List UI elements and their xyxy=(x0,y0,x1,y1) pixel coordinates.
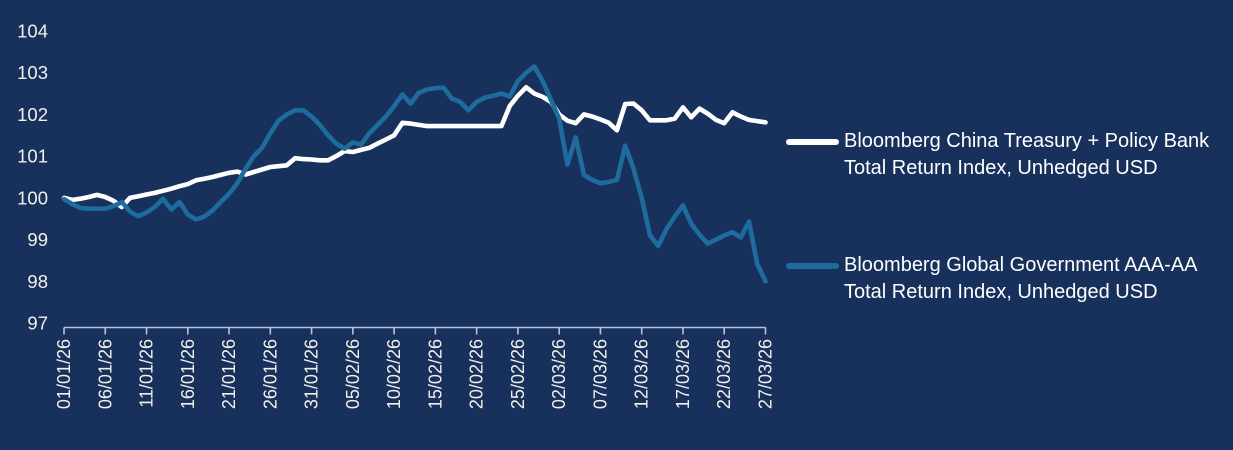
global-government-line xyxy=(61,64,768,284)
x-tick-label: 16/01/26 xyxy=(178,339,198,409)
x-tick-label: 31/01/26 xyxy=(302,339,322,409)
y-tick-label: 102 xyxy=(17,104,48,125)
y-tick-label: 99 xyxy=(27,229,48,250)
legend-label-line: Total Return Index, Unhedged USD xyxy=(844,281,1158,303)
x-tick-label: 17/03/26 xyxy=(673,339,693,409)
x-tick-label: 12/03/26 xyxy=(632,339,652,409)
china-treasury-line xyxy=(61,85,768,210)
legend-item-global-government: Bloomberg Global Government AAA-AA Total… xyxy=(786,252,1198,306)
y-tick-label: 104 xyxy=(17,21,48,42)
white-line-swatch xyxy=(786,139,839,145)
x-tick-label: 11/01/26 xyxy=(137,339,157,408)
legend-label-line: Total Return Index, Unhedged USD xyxy=(844,157,1158,179)
y-tick-label: 101 xyxy=(17,146,48,167)
x-tick-label: 26/01/26 xyxy=(260,339,280,409)
y-tick-label: 100 xyxy=(17,187,48,208)
x-tick-label: 02/03/26 xyxy=(549,339,569,409)
x-tick-label: 27/03/26 xyxy=(756,339,776,409)
blue-line-swatch xyxy=(786,263,839,269)
x-tick-label: 25/02/26 xyxy=(508,339,528,409)
x-tick-label: 07/03/26 xyxy=(590,339,610,409)
y-tick-label: 103 xyxy=(17,62,48,83)
legend-item-china-treasury: Bloomberg China Treasury + Policy Bank T… xyxy=(786,128,1209,182)
legend-label-line: Bloomberg Global Government AAA-AA xyxy=(844,254,1198,276)
x-tick-label: 22/03/26 xyxy=(714,339,734,409)
y-axis-labels: 104 103 102 101 100 99 98 97 xyxy=(17,21,48,334)
x-tick-label: 05/02/26 xyxy=(343,339,363,409)
legend-label-global-government: Bloomberg Global Government AAA-AA Total… xyxy=(844,252,1198,306)
x-tick-label: 21/01/26 xyxy=(219,339,239,409)
x-axis: 01/01/26 06/01/26 11/01/26 16/01/26 21/01/26… xyxy=(54,326,776,409)
x-tick-label: 15/02/26 xyxy=(425,339,445,409)
x-tick-label: 06/01/26 xyxy=(95,339,115,409)
legend-label-china-treasury: Bloomberg China Treasury + Policy Bank T… xyxy=(844,128,1209,182)
y-tick-label: 98 xyxy=(27,271,48,292)
x-tick-label: 20/02/26 xyxy=(467,339,487,409)
legend-label-line: Bloomberg China Treasury + Policy Bank xyxy=(844,130,1210,152)
x-tick-label: 01/01/26 xyxy=(54,339,74,409)
x-tick-label: 10/02/26 xyxy=(384,339,404,409)
y-tick-label: 97 xyxy=(27,313,48,334)
